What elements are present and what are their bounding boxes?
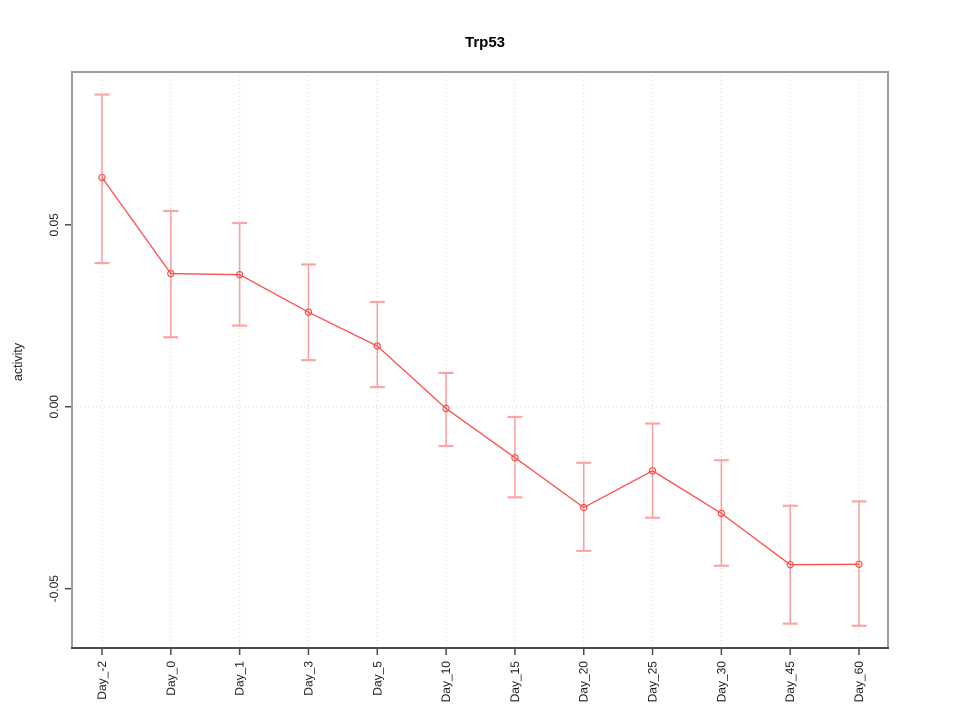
x-tick-label: Day_30 <box>714 661 728 703</box>
plot-series <box>94 93 867 627</box>
x-tick-label: Day_60 <box>852 661 866 703</box>
x-tick-label: Day_3 <box>301 661 315 696</box>
data-point-marker <box>235 270 244 279</box>
data-point-marker <box>98 173 106 182</box>
x-tick-label: Day_-2 <box>95 661 109 700</box>
y-tick-label: 0.05 <box>47 213 61 237</box>
data-point-marker <box>167 269 175 278</box>
y-tick-label: -0.05 <box>47 575 61 603</box>
data-point-marker <box>855 560 863 569</box>
x-tick-label: Day_15 <box>508 661 522 703</box>
data-point-marker <box>373 342 381 350</box>
gridlines <box>72 72 888 648</box>
plot-box <box>71 71 889 649</box>
y-axis-label: activity <box>11 342 25 381</box>
series-line <box>101 177 860 566</box>
x-tick-label: Day_20 <box>577 661 591 703</box>
data-point-marker <box>648 467 657 475</box>
x-tick-label: Day_1 <box>233 661 247 696</box>
data-point-marker <box>717 509 726 518</box>
data-point-marker <box>304 308 313 316</box>
error-bar <box>369 300 385 389</box>
y-tick-label: 0.00 <box>47 395 61 419</box>
error-bar <box>438 371 454 448</box>
x-tick-label: Day_10 <box>439 661 453 703</box>
x-tick-label: Day_45 <box>783 661 797 703</box>
chart-title: Trp53 <box>465 34 505 51</box>
error-bar <box>94 93 110 265</box>
data-point-marker <box>786 560 794 569</box>
x-tick-label: Day_5 <box>370 661 384 696</box>
data-point-marker <box>511 453 519 462</box>
data-point-marker <box>580 503 588 512</box>
error-bar <box>851 500 867 627</box>
axes: Day_-2 Day_0 Day_1 Day_3 Day_5 Day_10 Day_15 Da… <box>47 71 889 703</box>
x-tick-label: Day_0 <box>164 661 178 696</box>
x-tick-label: Day_25 <box>646 661 660 703</box>
data-point-marker <box>442 404 450 413</box>
